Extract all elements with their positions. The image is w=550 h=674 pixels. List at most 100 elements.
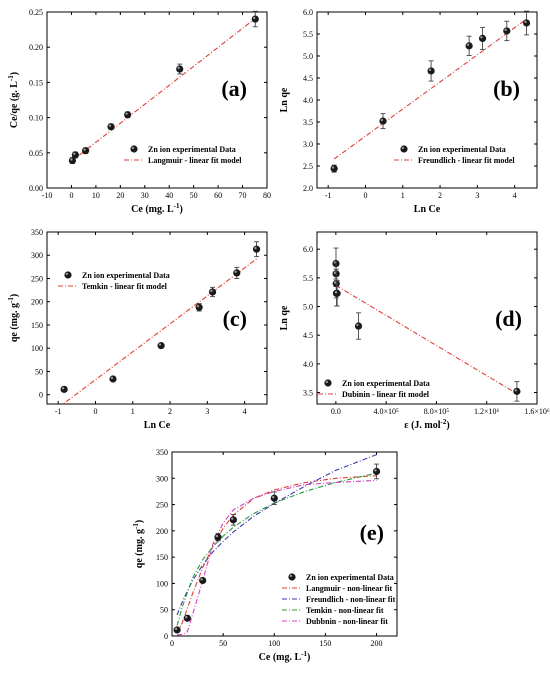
data-point [60, 385, 68, 393]
y-tick-label: 150 [31, 321, 43, 330]
legend-label: Zn ion experimental Data [418, 145, 506, 154]
data-point [465, 42, 473, 50]
x-tick-label: 1.2×10⁶ [474, 407, 500, 416]
legend-label: Zn ion experimental Data [306, 573, 394, 582]
data-point [214, 533, 222, 541]
legend-label: Freundlich - linear fit model [418, 156, 515, 165]
panel-label: (c) [223, 306, 247, 331]
plot-frame [46, 11, 268, 189]
data-point [71, 151, 79, 159]
x-tick-label: 3 [475, 191, 479, 200]
data-point [330, 165, 338, 173]
x-tick-label: 1 [401, 191, 405, 200]
legend-marker [400, 145, 408, 153]
x-tick-label: 0 [69, 191, 73, 200]
legend-label: Langmuir - linear fit model [148, 156, 242, 165]
y-tick-label: 6.0 [303, 245, 313, 254]
panel-e: 0 50 100 150 200 0 50 100 150 200 250 300 350 Ce (mg.… [132, 448, 398, 663]
panel-d: 0.0 4.0×10⁵ 8.0×10⁵ 1.2×10⁶ 1.6×10⁶ 3.5 4.0 4.5… [279, 231, 550, 431]
legend-label: Zn ion experimental Data [82, 271, 170, 280]
data-point [199, 576, 207, 585]
x-tick-label: 200 [371, 639, 383, 648]
plot-area [62, 258, 257, 404]
data-point [183, 614, 191, 622]
y-tick-label: 2.5 [303, 162, 313, 171]
y-tick-label: 350 [31, 228, 43, 237]
y-tick-label: 3.5 [303, 118, 313, 127]
legend: Zn ion experimental Data Dubinin - linear… [318, 379, 430, 399]
y-tick-label: 0 [39, 391, 43, 400]
y-tick-label: 6.0 [303, 8, 313, 17]
y-tick-label: 4.0 [303, 360, 313, 369]
y-tick-label: 5.5 [303, 30, 313, 39]
x-tick-label: 4 [243, 407, 247, 416]
x-axis-label: Ln Ce [144, 420, 171, 431]
y-tick-label: 5.0 [303, 303, 313, 312]
y-tick-label: 300 [156, 474, 168, 483]
data-point [195, 303, 203, 311]
y-tick-label: 3.5 [303, 389, 313, 398]
x-tick-label: -10 [42, 191, 53, 200]
panel-label: (e) [360, 520, 384, 545]
y-axis-label: Ce/qe (g. L-1) [7, 72, 20, 128]
data-point [107, 123, 115, 131]
x-tick-label: 0 [363, 191, 367, 200]
data-point [109, 375, 117, 383]
panel-a: -10 0 10 20 30 40 50 60 70 80 0.00 0.05 0.10 0.15 0.20… [7, 8, 271, 215]
legend-marker [288, 573, 296, 581]
x-tick-label: 3 [205, 407, 209, 416]
data-point [270, 494, 278, 502]
legend-label: Freundlich - non-linear fit [306, 595, 396, 604]
data-point [333, 289, 341, 297]
x-axis-label: Ln Ce [414, 204, 441, 215]
data-point [513, 387, 521, 395]
data-point [68, 156, 77, 165]
data-point [372, 467, 381, 476]
x-tick-label: 150 [319, 639, 331, 648]
legend-label: Zn ion experimental Data [342, 379, 430, 388]
x-tick-label: 30 [141, 191, 149, 200]
y-tick-label: 4.5 [303, 74, 313, 83]
panel-c: -1 0 1 2 3 4 0 50 100 150 200 250 300 350 Ln Ce qe (mg.… [7, 228, 268, 431]
y-tick-label: 0.25 [29, 8, 43, 17]
data-point [208, 288, 217, 296]
y-tick-label: 50 [160, 606, 168, 615]
x-tick-label: 1 [131, 407, 135, 416]
panel-label: (b) [493, 76, 520, 101]
data-point [379, 117, 387, 125]
y-tick-label: 0 [164, 632, 168, 641]
x-tick-label: 8.0×10⁵ [424, 407, 450, 416]
data-point [173, 626, 181, 634]
data-point [478, 34, 487, 43]
x-tick-label: 4 [513, 191, 517, 200]
x-tick-label: 100 [268, 639, 280, 648]
data-point [176, 65, 184, 73]
legend-label: Temkin - linear fit model [82, 282, 168, 291]
legend-label: Langmuir - non-linear fit [306, 584, 392, 593]
x-tick-label: 70 [239, 191, 247, 200]
y-tick-label: 2.0 [303, 184, 313, 193]
y-tick-label: 5.0 [303, 52, 313, 61]
y-tick-label: 0.00 [29, 184, 43, 193]
legend-marker [130, 145, 138, 153]
y-tick-label: 50 [35, 367, 43, 376]
x-tick-label: -1 [325, 191, 332, 200]
y-tick-label: 0.10 [29, 114, 43, 123]
panel-label: (d) [495, 306, 522, 331]
y-tick-label: 100 [156, 579, 168, 588]
legend-marker [324, 379, 332, 387]
y-axis-label: Ln qe [279, 305, 290, 330]
y-tick-label: 4.5 [303, 331, 313, 340]
x-tick-label: 10 [92, 191, 100, 200]
fit-line [62, 258, 257, 404]
x-tick-label: 2 [168, 407, 172, 416]
y-tick-label: 100 [31, 344, 43, 353]
y-tick-label: 350 [156, 448, 168, 457]
y-tick-label: 250 [31, 274, 43, 283]
panel-label: (a) [221, 76, 247, 101]
plot-frame [316, 231, 538, 405]
x-tick-label: 50 [219, 639, 227, 648]
data-point [503, 27, 511, 35]
y-axis-label: Ln qe [279, 87, 290, 112]
